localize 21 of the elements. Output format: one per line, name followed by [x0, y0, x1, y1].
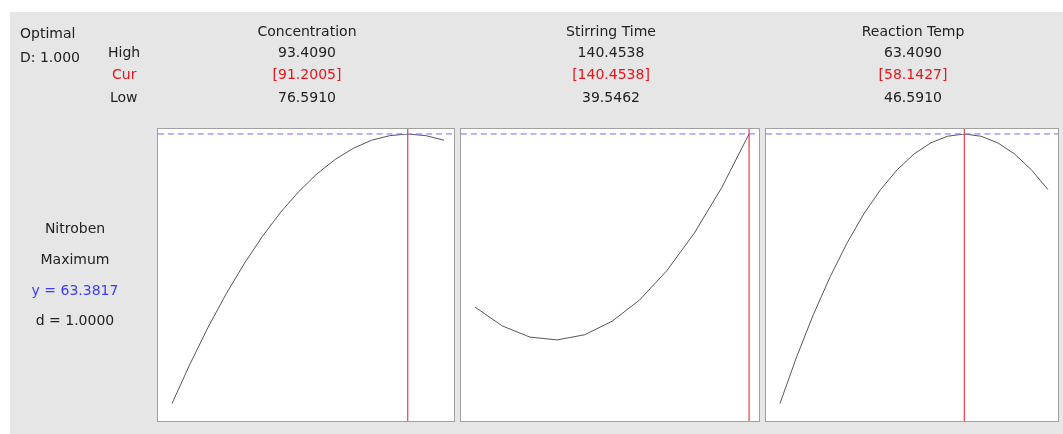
text: 46.5910 [884, 88, 942, 106]
text: 39.5462 [582, 88, 640, 106]
text: d = 1.0000 [35, 311, 115, 329]
chart-title: Concentration [257, 22, 357, 40]
chart-title: Reaction Temp [861, 22, 965, 40]
text: High [108, 43, 141, 61]
text: [91.2005] [272, 66, 342, 82]
text: D: 1.000 [20, 48, 81, 66]
text: 140.4538 [577, 43, 645, 61]
text: Optimal [20, 24, 76, 42]
text: 93.4090 [278, 43, 336, 61]
text: Low [110, 88, 138, 106]
text: [140.4538] [572, 66, 650, 82]
text: 76.5910 [278, 88, 336, 106]
chart-title: Stirring Time [566, 22, 656, 40]
text: Nitroben [44, 219, 106, 237]
text: [58.1427] [878, 66, 948, 82]
text: Maximum [40, 250, 110, 268]
text: y = 63.3817 [31, 281, 119, 299]
text: 63.4090 [884, 43, 942, 61]
text: Cur [112, 65, 137, 83]
